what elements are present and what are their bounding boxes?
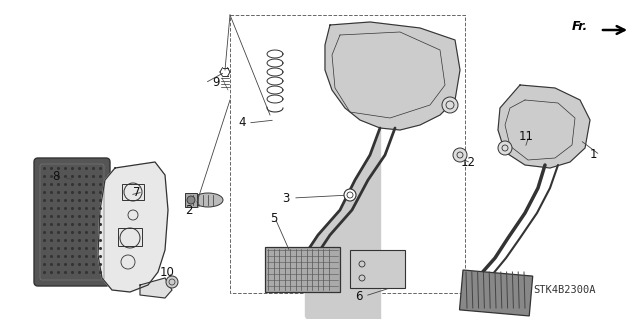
Bar (185, 193, 197, 207)
Text: 2: 2 (185, 204, 193, 217)
Text: 8: 8 (52, 170, 60, 183)
Text: 1: 1 (590, 149, 598, 161)
Bar (230, 15, 465, 293)
Bar (122, 184, 144, 200)
Circle shape (498, 141, 512, 155)
Text: 10: 10 (160, 265, 175, 278)
Circle shape (166, 276, 178, 288)
Bar (460, 270, 532, 316)
Circle shape (453, 148, 467, 162)
Circle shape (344, 189, 356, 201)
Bar (350, 250, 405, 288)
Text: 7: 7 (133, 186, 141, 198)
Polygon shape (140, 278, 172, 298)
Text: 4: 4 (238, 116, 246, 130)
Text: 5: 5 (270, 211, 277, 225)
Polygon shape (325, 22, 460, 130)
Text: Fr.: Fr. (572, 20, 588, 33)
Polygon shape (98, 162, 168, 292)
Bar (118, 228, 142, 246)
Circle shape (442, 97, 458, 113)
Text: 12: 12 (461, 157, 476, 169)
Circle shape (187, 196, 195, 204)
Polygon shape (498, 85, 590, 168)
Text: 9: 9 (212, 77, 220, 90)
FancyBboxPatch shape (34, 158, 110, 286)
Text: STK4B2300A: STK4B2300A (534, 285, 596, 295)
Text: 6: 6 (355, 290, 362, 302)
Bar (265, 247, 340, 292)
Text: 3: 3 (282, 191, 289, 204)
Text: 11: 11 (519, 130, 534, 143)
Ellipse shape (193, 193, 223, 207)
